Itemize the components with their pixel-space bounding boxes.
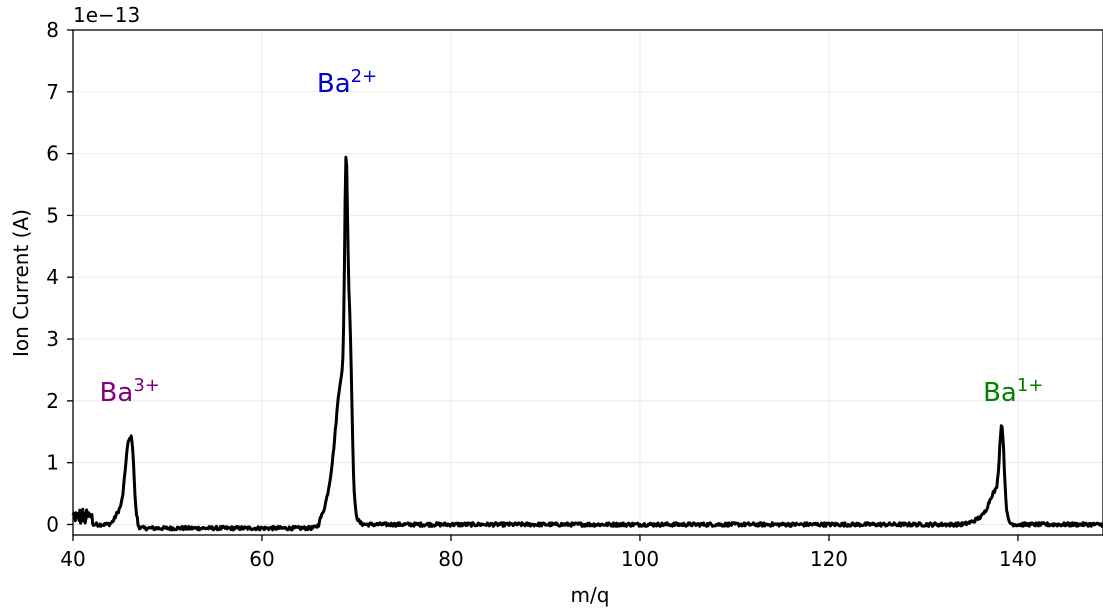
y-tick-label: 3 (46, 327, 59, 351)
y-tick-label: 1 (46, 451, 59, 475)
x-axis: 40 60 80 100 120 140 (60, 535, 1037, 571)
plot-frame (72, 29, 1103, 536)
grid (72, 29, 1103, 535)
x-tick-label: 40 (60, 547, 85, 571)
y-tick-label: 4 (46, 265, 59, 289)
y-tick-label: 6 (46, 142, 59, 166)
y-tick-label: 8 (46, 18, 59, 42)
y-axis-title: Ion Current (A) (9, 209, 33, 357)
ion-current-line (71, 155, 1103, 532)
y-tick-label: 0 (46, 512, 59, 536)
y-axis: 0 1 2 3 4 5 6 7 8 (46, 18, 73, 536)
peak-label: Ba1+ (983, 375, 1043, 408)
y-scale-label: 1e−13 (73, 3, 140, 27)
y-tick-label: 7 (46, 80, 59, 104)
x-axis-title: m/q (571, 583, 610, 607)
x-tick-label: 120 (810, 547, 848, 571)
x-tick-label: 100 (621, 547, 659, 571)
y-tick-label: 2 (46, 389, 59, 413)
x-tick-label: 60 (249, 547, 274, 571)
x-tick-label: 140 (999, 547, 1037, 571)
peak-label: Ba2+ (317, 66, 377, 99)
y-tick-label: 5 (46, 203, 59, 227)
peak-annotations: Ba3+ Ba2+ Ba1+ (100, 66, 1044, 408)
peak-label: Ba3+ (100, 375, 160, 408)
x-tick-label: 80 (438, 547, 463, 571)
